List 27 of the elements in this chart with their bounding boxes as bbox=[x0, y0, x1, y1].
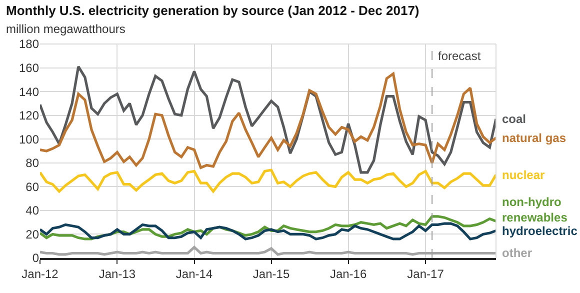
y-tick-label: 20 bbox=[26, 227, 40, 242]
y-tick-label: 80 bbox=[26, 156, 40, 170]
y-tick-label: 0 bbox=[32, 251, 40, 266]
x-tick-label: Jan-16 bbox=[330, 267, 367, 282]
line-series bbox=[40, 222, 496, 240]
y-tick-label: 140 bbox=[18, 84, 40, 99]
series-label: coal bbox=[502, 112, 526, 126]
series-label: nuclear bbox=[502, 168, 546, 182]
y-tick-label: 100 bbox=[18, 132, 40, 146]
x-tick-label: Jan-15 bbox=[252, 267, 290, 282]
x-tick-label: Jan-13 bbox=[98, 267, 136, 282]
line-series bbox=[40, 168, 496, 193]
y-tick-label: 160 bbox=[18, 60, 40, 75]
chart-title: Monthly U.S. electricity generation by source (Jan 2012 - Dec 2017) bbox=[6, 3, 420, 18]
series-label: natural gas bbox=[502, 131, 566, 145]
series-label: non-hydro renewables bbox=[502, 195, 568, 225]
y-tick-label: 40 bbox=[26, 204, 40, 218]
y-tick-label: 180 bbox=[18, 37, 40, 52]
x-tick-label: Jan-12 bbox=[22, 267, 59, 282]
x-tick-label: Jan-17 bbox=[407, 267, 444, 282]
y-tick-label: 60 bbox=[26, 180, 40, 194]
series-label: other bbox=[502, 246, 532, 260]
chart-subtitle: million megawatthours bbox=[6, 22, 126, 36]
x-tick-label: Jan-14 bbox=[176, 267, 213, 282]
ref-line-label: forecast bbox=[438, 49, 482, 63]
y-tick-label: 120 bbox=[18, 108, 40, 123]
series-label: hydroelectric bbox=[502, 224, 578, 238]
